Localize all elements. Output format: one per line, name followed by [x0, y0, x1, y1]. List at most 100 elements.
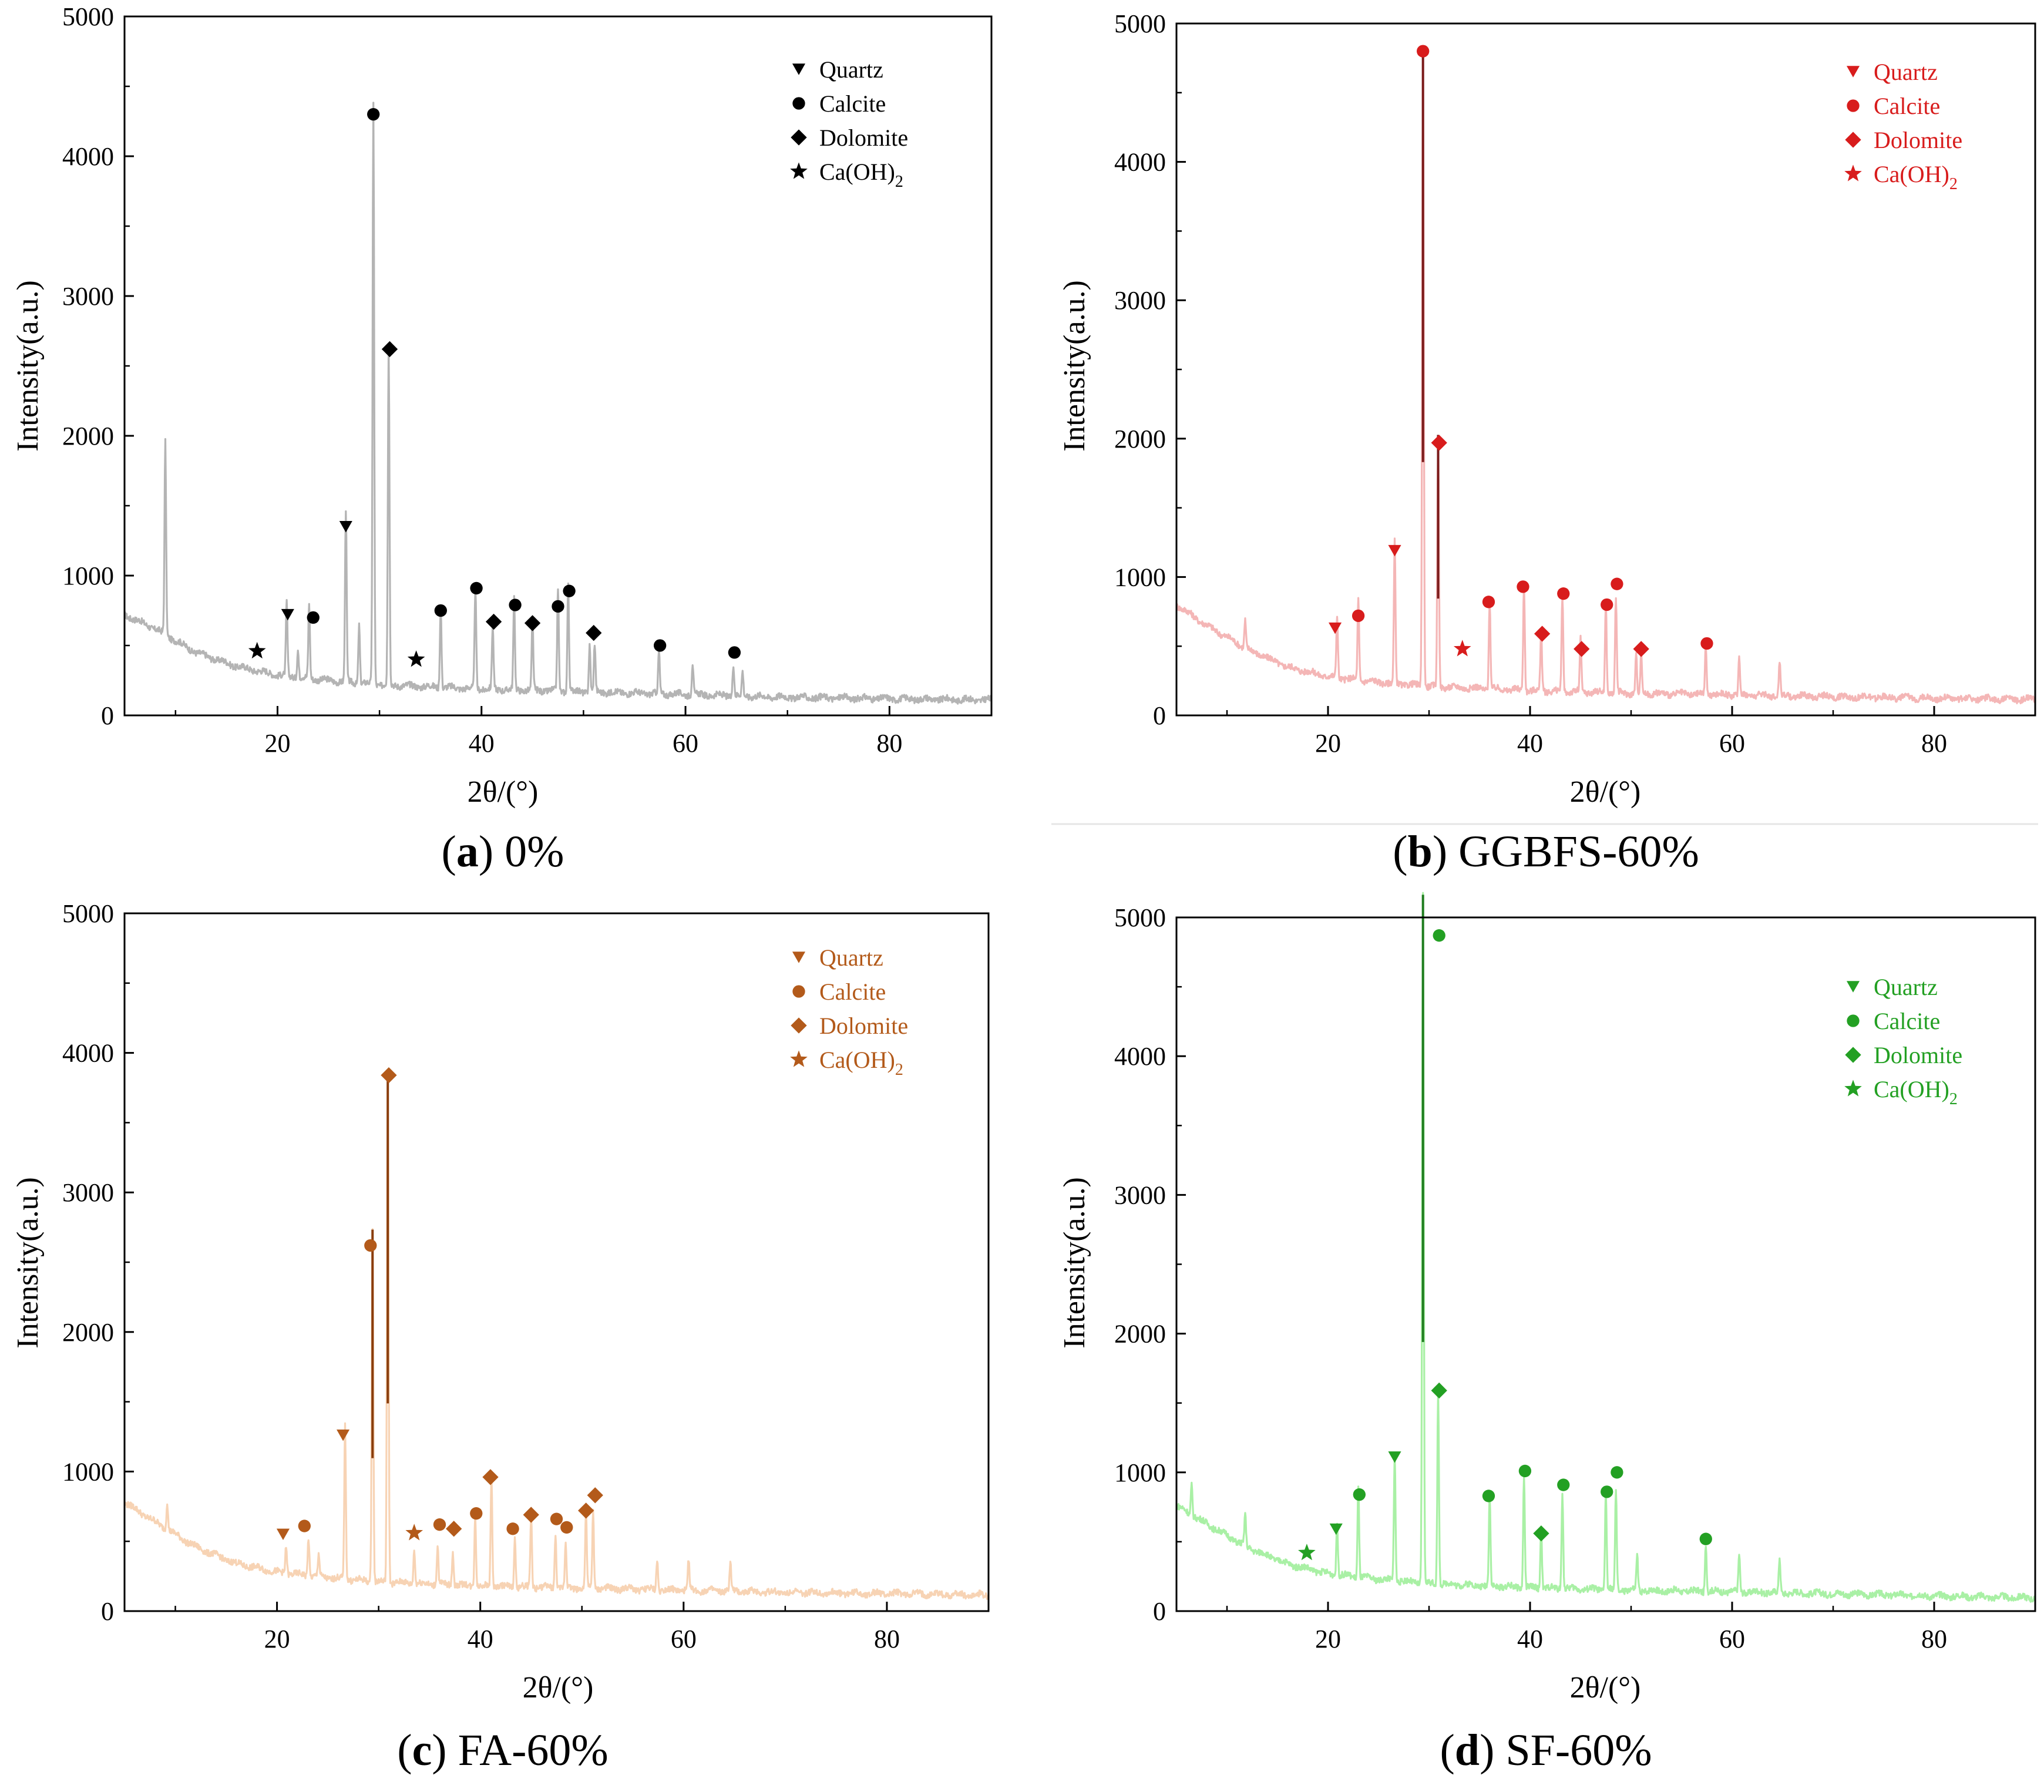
- phase-marker-star: [405, 1524, 423, 1541]
- legend-diamond-icon: [791, 129, 807, 146]
- x-tick-label: 40: [469, 729, 495, 758]
- xrd-pattern-line: [123, 1068, 990, 1600]
- legend-diamond-icon: [791, 1017, 807, 1034]
- phase-marker-diamond: [1534, 626, 1551, 642]
- phase-marker-circle: [1482, 596, 1495, 608]
- x-tick-label: 20: [1315, 729, 1341, 758]
- x-tick-label: 40: [1517, 1625, 1543, 1653]
- legend-triangle-down-icon: [792, 952, 806, 963]
- y-tick-label: 0: [101, 701, 114, 730]
- phase-marker-diamond: [1574, 641, 1590, 657]
- phase-marker-circle: [728, 646, 741, 659]
- phase-marker-circle: [298, 1519, 311, 1532]
- legend-triangle-down-icon: [1846, 981, 1860, 993]
- y-tick-label: 2000: [1114, 425, 1166, 453]
- legend-star-icon: [790, 1050, 808, 1067]
- legend-star-icon: [790, 162, 808, 179]
- legend-label: Calcite: [819, 90, 886, 117]
- y-tick-label: 3000: [1114, 286, 1166, 315]
- phase-marker-circle: [1601, 1485, 1613, 1498]
- legend-star-icon: [1844, 164, 1862, 181]
- chart-panel-c: 0 1000 2000 3000 4000 5000 20 40 60 80 2θ/(°) Inten…: [11, 899, 990, 1775]
- phase-marker-circle: [1417, 45, 1430, 58]
- x-tick-label: 60: [1719, 729, 1745, 758]
- x-tick-label: 60: [1719, 1625, 1745, 1653]
- legend-label: Calcite: [1874, 1008, 1940, 1034]
- panel-caption: (d) SF-60%: [1440, 1726, 1652, 1775]
- phase-marker-diamond: [586, 624, 602, 641]
- phase-marker-circle: [552, 600, 564, 613]
- phase-marker-circle: [1611, 577, 1623, 590]
- phase-marker-circle: [1557, 1478, 1570, 1491]
- y-tick-label: 3000: [62, 282, 114, 311]
- y-tick-label: 1000: [1114, 1458, 1166, 1487]
- phase-marker-triangle-down: [276, 1528, 290, 1541]
- legend-label: Ca(OH)2: [1874, 1076, 1958, 1108]
- legend-label: Quartz: [819, 56, 883, 83]
- legend-label: Ca(OH)2: [819, 159, 903, 191]
- phase-marker-diamond: [578, 1502, 594, 1519]
- phase-marker-triangle-down: [337, 1429, 350, 1441]
- legend-diamond-icon: [1845, 132, 1861, 148]
- panel-caption: (a) 0%: [442, 827, 564, 876]
- phase-marker-diamond: [524, 615, 541, 631]
- phase-marker-circle: [1352, 609, 1365, 623]
- x-tick-label: 40: [1517, 729, 1543, 758]
- phase-marker-star: [407, 650, 425, 667]
- x-tick-label: 60: [673, 729, 698, 758]
- legend-triangle-down-icon: [1846, 66, 1860, 78]
- chart-panel-b: 0 1000 2000 3000 4000 5000 20 40 60 80 2θ/(°) Inten…: [1058, 9, 2036, 876]
- phase-marker-diamond: [485, 613, 502, 630]
- phase-marker-star: [1298, 1544, 1316, 1561]
- y-tick-label: 0: [1153, 701, 1166, 730]
- phase-marker-circle: [1482, 1490, 1495, 1502]
- chart-panel-a: 0 1000 2000 3000 4000 5000 20 40 60 80 2θ/(°) Inten…: [11, 2, 993, 876]
- x-tick-label: 20: [1315, 1625, 1341, 1653]
- phase-marker-diamond: [587, 1487, 603, 1504]
- phase-marker-circle: [1601, 598, 1613, 611]
- legend-label: Ca(OH)2: [1874, 161, 1958, 193]
- phase-marker-circle: [1353, 1488, 1366, 1501]
- x-tick-label: 40: [468, 1625, 493, 1653]
- phase-marker-triangle-down: [1388, 1451, 1401, 1463]
- phase-marker-triangle-down: [339, 520, 352, 533]
- legend: Quartz Calcite Dolomite Ca(OH)2: [1844, 59, 1962, 193]
- phase-marker-circle: [367, 107, 380, 121]
- phase-marker-diamond: [381, 1067, 397, 1084]
- phase-marker-diamond: [482, 1469, 499, 1485]
- x-tick-label: 20: [264, 729, 290, 758]
- y-tick-label: 5000: [1114, 903, 1166, 932]
- phase-marker-circle: [1699, 1532, 1712, 1545]
- y-tick-label: 0: [101, 1597, 114, 1626]
- legend-triangle-down-icon: [792, 63, 806, 75]
- phase-marker-circle: [550, 1512, 563, 1525]
- legend-diamond-icon: [1845, 1047, 1861, 1063]
- legend-circle-icon: [1847, 1014, 1860, 1027]
- y-tick-label: 1000: [1114, 563, 1166, 591]
- legend-label: Dolomite: [819, 1013, 908, 1039]
- x-tick-label: 80: [874, 1625, 900, 1653]
- y-tick-label: 2000: [62, 1318, 114, 1347]
- phase-marker-diamond: [381, 341, 398, 358]
- legend: Quartz Calcite Dolomite Ca(OH)2: [1844, 974, 1962, 1108]
- y-tick-label: 3000: [62, 1178, 114, 1207]
- x-tick-label: 80: [1921, 1625, 1947, 1653]
- y-tick-label: 5000: [62, 2, 114, 31]
- y-tick-label: 4000: [62, 1039, 114, 1068]
- y-axis-label: Intensity(a.u.): [1058, 280, 1091, 452]
- phase-marker-circle: [506, 1522, 519, 1535]
- y-axis-label: Intensity(a.u.): [1058, 1177, 1091, 1349]
- legend-label: Dolomite: [1874, 1042, 1962, 1068]
- legend-circle-icon: [1847, 99, 1860, 112]
- phase-marker-circle: [1611, 1466, 1623, 1479]
- y-tick-label: 1000: [62, 1457, 114, 1486]
- x-tick-label: 80: [1921, 729, 1947, 758]
- phase-marker-circle: [364, 1239, 377, 1252]
- phase-marker-diamond: [523, 1507, 539, 1523]
- phase-marker-circle: [1518, 1464, 1532, 1478]
- legend-label: Dolomite: [1874, 127, 1962, 153]
- legend: Quartz Calcite Dolomite Ca(OH)2: [790, 944, 908, 1079]
- legend-label: Calcite: [819, 979, 886, 1005]
- phase-marker-diamond: [446, 1521, 462, 1537]
